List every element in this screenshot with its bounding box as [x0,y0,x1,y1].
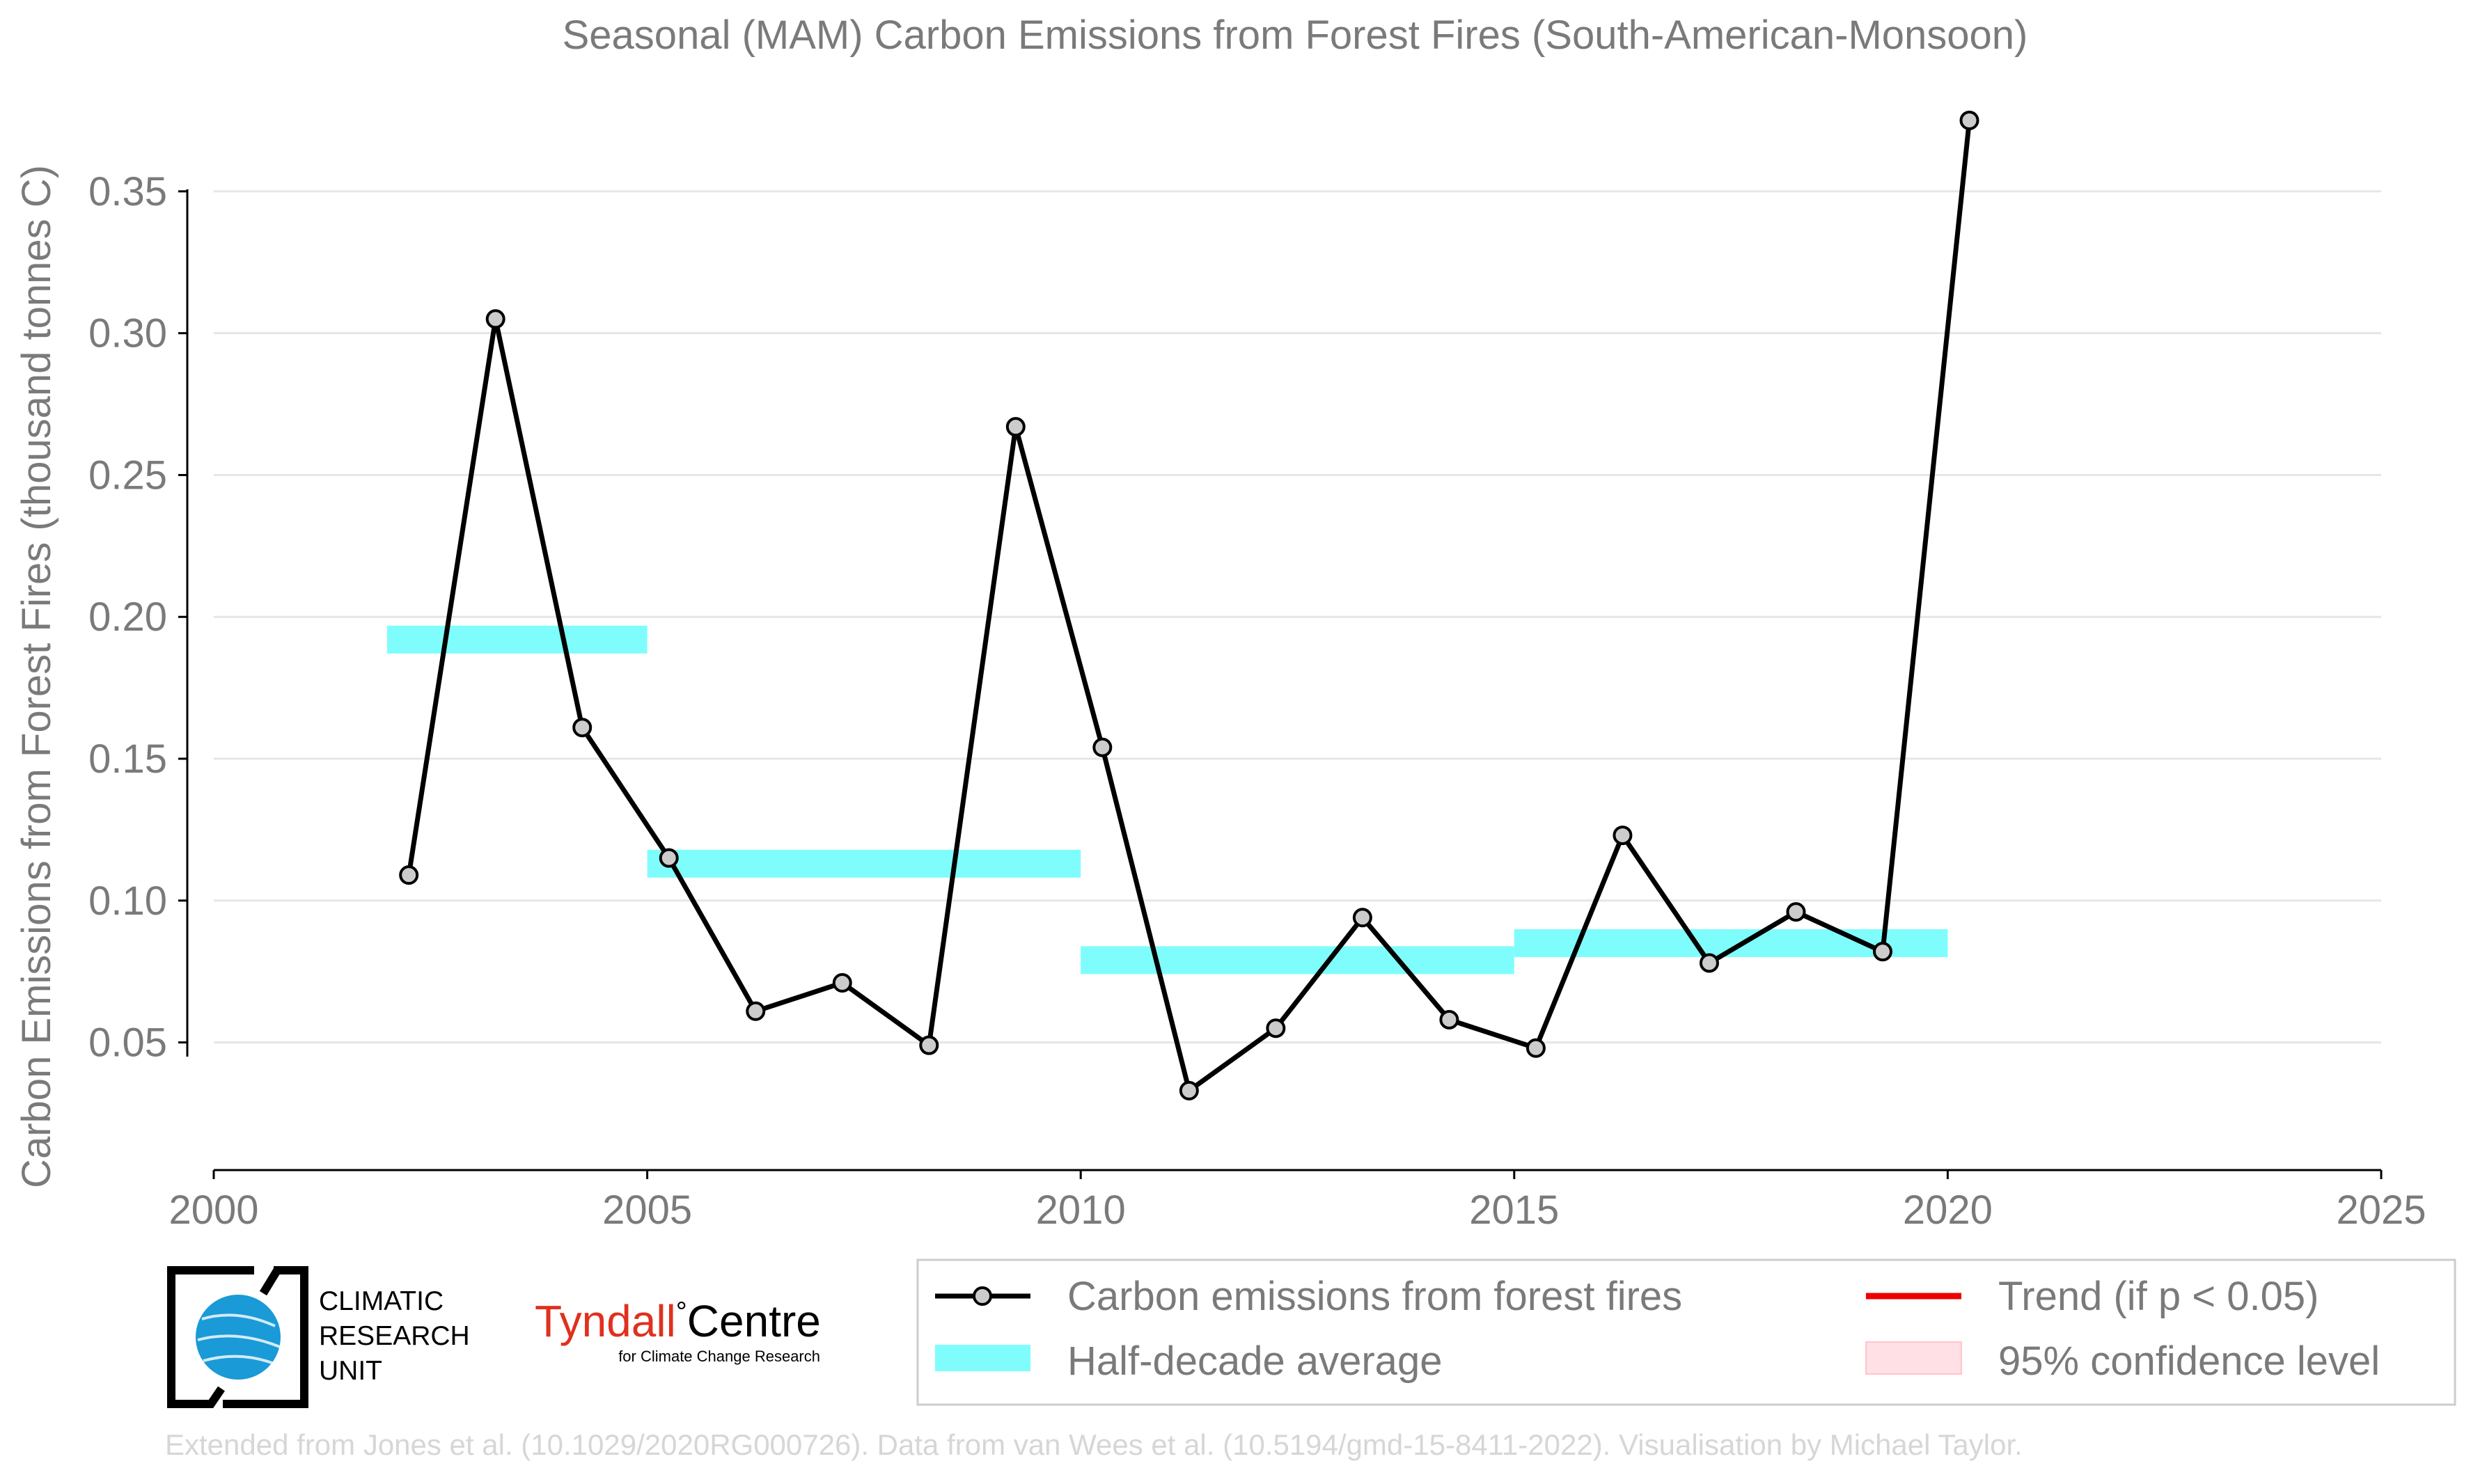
x-tick-label: 2025 [2336,1187,2426,1233]
half-decade-bands [387,625,1948,974]
emissions-point [1005,417,1026,437]
emissions-point [1613,826,1633,846]
emissions-point [1352,908,1372,928]
source-footer: Extended from Jones et al. (10.1029/2020… [165,1428,2023,1461]
emissions-point [1092,737,1113,757]
half-decade-band [1081,946,1514,974]
tyndall-centre: Centre [687,1296,821,1346]
emissions-point [832,973,852,993]
emissions-point [1873,942,1893,962]
cru-logo-slash [259,1265,283,1296]
emissions-point [1266,1018,1286,1039]
emissions-point [1439,1009,1459,1029]
cru-logo-bracket-left [167,1266,254,1408]
x-tick-label: 2015 [1469,1187,1559,1233]
emissions-point [746,1001,766,1021]
y-axis-title: Carbon Emissions from Forest Fires (thou… [14,165,59,1188]
cru-logo-bracket-right [223,1266,308,1408]
tyndall-degree: ° [676,1297,687,1327]
legend-frame [916,1258,2456,1406]
emissions-point [572,718,593,738]
legend-label-half-decade: Half-decade average [1067,1339,1442,1384]
legend-label-trend: Trend (if p < 0.05) [1998,1274,2319,1319]
emissions-series [399,111,1979,1100]
tyndall-logo-text: Tyndall°Centre [535,1296,821,1346]
emissions-point [659,848,679,868]
cru-globe-lines-icon [197,1313,281,1366]
x-tick-label: 2020 [1903,1187,1993,1233]
legend: Carbon emissions from forest fires Trend… [916,1258,2456,1406]
y-tick-label: 0.35 [88,169,167,214]
emissions-point [1699,953,1719,973]
x-ticks: 2000 2005 2010 2015 2020 2025 [168,1170,2426,1233]
emissions-point [1525,1038,1546,1058]
tyndall-logo: Tyndall°Centre for Climate Change Resear… [535,1296,821,1365]
cru-logo: CLIMATIC RESEARCH UNIT [167,1265,470,1408]
x-tick-label: 2000 [168,1187,258,1233]
y-ticks: 0.05 0.10 0.15 0.20 0.25 0.30 0.35 [88,169,187,1066]
cru-logo-text-3: UNIT [319,1356,382,1386]
y-tick-label: 0.15 [88,736,167,782]
emissions-point [485,309,505,329]
legend-label-emissions: Carbon emissions from forest fires [1067,1274,1682,1319]
half-decade-band [387,625,648,654]
legend-marker-symbol [973,1286,992,1306]
y-tick-label: 0.10 [88,878,167,924]
y-tick-label: 0.05 [88,1020,167,1066]
tyndall-name: Tyndall [535,1296,676,1346]
legend-band-symbol [935,1345,1030,1371]
emissions-point [919,1035,939,1055]
cru-logo-text-1: CLIMATIC [319,1286,444,1316]
half-decade-band [647,849,1081,878]
chart-title: Seasonal (MAM) Carbon Emissions from For… [563,13,2028,58]
legend-label-confidence: 95% confidence level [1998,1339,2380,1384]
y-tick-label: 0.20 [88,594,167,640]
axes [186,189,2381,1171]
x-tick-label: 2005 [602,1187,692,1233]
y-tick-label: 0.25 [88,452,167,498]
emissions-line [406,120,1972,1094]
emissions-point [1179,1080,1199,1100]
emissions-point [1959,111,1979,130]
x-tick-label: 2010 [1036,1187,1126,1233]
emissions-point [1786,902,1806,922]
y-tick-label: 0.30 [88,311,167,356]
legend-confidence-symbol [1865,1341,1962,1375]
tyndall-subtitle: for Climate Change Research [618,1348,820,1365]
cru-logo-text-2: RESEARCH [319,1321,470,1351]
emissions-point [399,865,419,885]
gridlines [214,190,2381,1044]
